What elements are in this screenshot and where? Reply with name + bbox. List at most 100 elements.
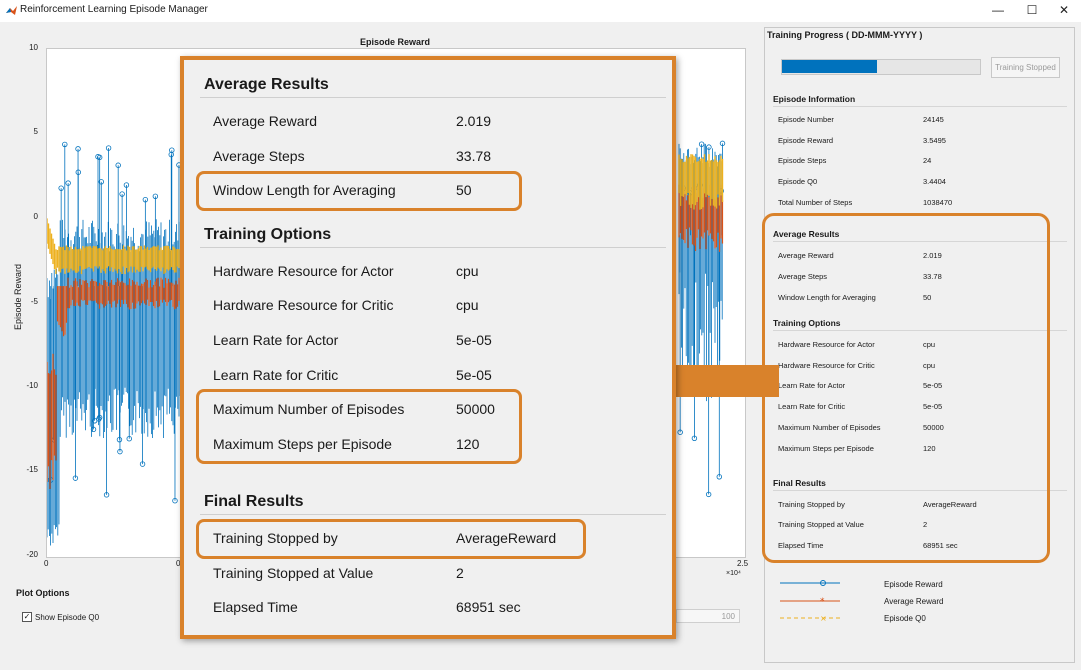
info-label: Maximum Steps per Episode	[778, 444, 874, 453]
info-label: Training Stopped at Value	[778, 520, 864, 529]
callout-value: 68951 sec	[456, 599, 521, 615]
highlight-box	[196, 519, 586, 559]
svg-text:×: ×	[820, 614, 827, 623]
info-value: 120	[923, 444, 936, 453]
data-point	[105, 145, 112, 151]
info-value: 24	[923, 156, 932, 165]
data-point	[716, 474, 722, 480]
callout-value: cpu	[456, 297, 479, 313]
callout-value: 50000	[456, 401, 495, 417]
callout-value: 33.78	[456, 148, 492, 164]
x-tick: 2.5	[737, 559, 749, 568]
y-tick: -15	[26, 465, 38, 474]
svg-text:*: *	[820, 597, 825, 607]
matlab-icon	[6, 6, 17, 15]
episode-information-heading: Episode Information	[773, 94, 856, 104]
final-results-heading: Final Results	[773, 478, 826, 488]
x-tick: 0	[44, 559, 49, 568]
data-point	[65, 180, 71, 186]
zoomed-callout-panel	[180, 56, 676, 639]
training-options-heading: Training Options	[773, 318, 841, 328]
callout-label: Learn Rate for Actor	[213, 332, 339, 348]
callout-value: 5e-05	[456, 367, 492, 383]
window-length-input[interactable]: 100	[676, 609, 740, 623]
data-point	[123, 182, 130, 188]
callout-value: 2	[456, 565, 464, 581]
info-label: Maximum Number of Episodes	[778, 423, 881, 432]
data-point	[169, 147, 175, 153]
info-label: Episode Reward	[778, 136, 834, 145]
training-stopped-button[interactable]: Training Stopped	[991, 57, 1060, 78]
info-value: 3.4404	[923, 177, 946, 186]
maximize-button[interactable]: ☐	[1026, 3, 1038, 17]
data-point	[719, 140, 726, 147]
data-point	[142, 196, 149, 203]
info-value: 50000	[923, 423, 944, 432]
info-label: Hardware Resource for Critic	[778, 361, 875, 370]
series-episode-q0	[46, 218, 183, 275]
data-point	[62, 141, 68, 148]
callout-label: Hardware Resource for Actor	[213, 263, 394, 279]
legend-entry: Episode Reward	[884, 580, 943, 589]
info-label: Hardware Resource for Actor	[778, 340, 875, 349]
callout-label: Maximum Steps per Episode	[213, 436, 392, 452]
info-value: 33.78	[923, 272, 942, 281]
info-label: Training Stopped by	[778, 500, 845, 509]
callout-label: Learn Rate for Critic	[213, 367, 339, 383]
divider	[773, 490, 1067, 491]
y-axis-label: Episode Reward	[13, 263, 23, 331]
info-value: cpu	[923, 361, 936, 370]
plot-options-title: Plot Options	[16, 588, 70, 598]
info-value: AverageReward	[923, 500, 977, 509]
callout-training-options-heading: Training Options	[204, 226, 332, 243]
divider	[773, 106, 1067, 107]
info-label: Episode Steps	[778, 156, 827, 165]
callout-average-results-heading: Average Results	[204, 76, 329, 93]
info-value: 50	[923, 293, 932, 302]
x-exponent: ×10⁴	[726, 570, 741, 577]
info-value: cpu	[923, 340, 936, 349]
legend-entry: Average Reward	[884, 597, 944, 606]
data-point	[116, 436, 123, 443]
callout-label: Window Length for Averaging	[213, 182, 396, 198]
info-value: 3.5495	[923, 136, 946, 145]
y-tick: -20	[26, 550, 38, 559]
callout-label: Average Steps	[213, 148, 305, 164]
minimize-button[interactable]: —	[992, 3, 1004, 17]
y-tick: 5	[33, 127, 38, 136]
data-point	[96, 416, 102, 422]
divider	[200, 97, 666, 98]
data-point	[119, 191, 125, 197]
callout-label: Maximum Number of Episodes	[213, 401, 405, 417]
highlight-box	[762, 213, 1050, 563]
data-point	[58, 185, 64, 191]
callout-label: Hardware Resource for Critic	[213, 297, 394, 313]
info-label: Total Number of Steps	[778, 198, 853, 207]
info-value: 5e-05	[923, 402, 943, 411]
show-q0-checkbox[interactable]: ✓	[22, 612, 32, 622]
callout-value: 2.019	[456, 113, 492, 129]
info-label: Window Length for Averaging	[778, 293, 876, 302]
average-results-heading: Average Results	[773, 229, 840, 239]
callout-final-results-heading: Final Results	[204, 493, 304, 510]
info-label: Average Reward	[778, 251, 834, 260]
callout-label: Training Stopped at Value	[213, 565, 374, 581]
close-button[interactable]: ✕	[1058, 3, 1070, 17]
info-value: 2.019	[923, 251, 942, 260]
data-point	[72, 475, 79, 481]
divider	[773, 241, 1067, 242]
info-label: Elapsed Time	[778, 541, 824, 550]
info-label: Episode Q0	[778, 177, 818, 186]
plot-canvas	[46, 140, 726, 546]
y-tick: 0	[33, 212, 38, 221]
show-q0-label: Show Episode Q0	[35, 612, 100, 622]
info-value: 2	[923, 520, 928, 529]
data-point	[706, 144, 712, 150]
legend-marker-circle	[820, 580, 826, 586]
y-tick: -10	[26, 381, 38, 390]
legend-entry: Episode Q0	[884, 614, 926, 623]
show-q0-option[interactable]: ✓ Show Episode Q0	[22, 612, 99, 622]
data-point	[691, 435, 698, 442]
data-point	[139, 461, 146, 467]
progress-bar-fill	[782, 60, 877, 73]
